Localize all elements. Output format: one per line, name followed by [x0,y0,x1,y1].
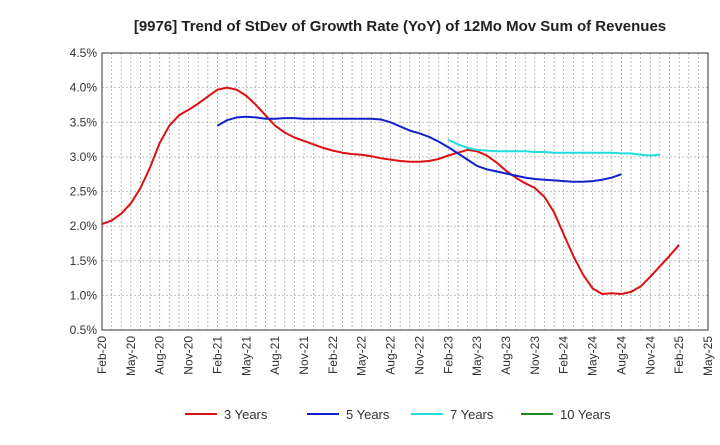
legend: 3 Years 5 Years 7 Years 10 Years [185,407,611,422]
x-tick-label: Aug-21 [268,336,282,375]
y-axis: 0.5% 1.0% 1.5% 2.0% 2.5% 3.0% 3.5% 4.0% 4.5% [70,46,98,337]
chart-title: [9976] Trend of StDev of Growth Rate (Yo… [134,18,666,35]
x-tick-label: Feb-21 [210,336,224,374]
x-tick-label: Feb-25 [672,336,686,374]
y-tick-label: 1.0% [70,288,98,302]
y-tick-label: 0.5% [70,323,98,337]
y-tick-label: 2.0% [70,219,98,233]
x-tick-label: Nov-20 [182,336,196,375]
x-tick-label: Nov-21 [297,336,311,375]
x-tick-label: May-24 [586,336,600,376]
legend-label: 5 Years [346,407,390,422]
x-tick-label: Aug-24 [614,336,628,375]
series-lines [101,86,680,295]
y-tick-label: 1.5% [70,254,98,268]
x-tick-label: Feb-22 [326,336,340,374]
x-tick-label: Feb-20 [95,336,109,374]
x-tick-label: Aug-23 [499,336,513,375]
x-tick-label: May-20 [124,336,138,376]
y-tick-label: 3.5% [70,115,98,129]
plot-frame [101,52,709,331]
series-line [447,138,660,157]
series-line [101,86,680,295]
x-tick-label: May-22 [355,336,369,376]
x-tick-label: May-23 [470,336,484,376]
y-tick-label: 2.5% [70,185,98,199]
x-tick-label: May-21 [239,336,253,376]
x-tick-label: Feb-24 [557,336,571,374]
x-tick-label: Nov-23 [528,336,542,375]
x-tick-label: Nov-22 [412,336,426,375]
legend-label: 10 Years [560,407,611,422]
x-tick-label: Nov-24 [643,336,657,375]
y-tick-label: 3.0% [70,150,98,164]
x-tick-label: Aug-20 [153,336,167,375]
legend-label: 7 Years [450,407,494,422]
legend-label: 3 Years [224,407,268,422]
x-tick-label: Aug-22 [384,336,398,375]
series-line [216,115,622,183]
y-tick-label: 4.5% [70,46,98,60]
x-tick-label: May-25 [701,336,715,376]
y-tick-label: 4.0% [70,81,98,95]
x-tick-label: Feb-23 [441,336,455,374]
x-axis: Feb-20 May-20 Aug-20 Nov-20 Feb-21 May-21 Aug-… [95,336,715,376]
grid [101,52,709,331]
